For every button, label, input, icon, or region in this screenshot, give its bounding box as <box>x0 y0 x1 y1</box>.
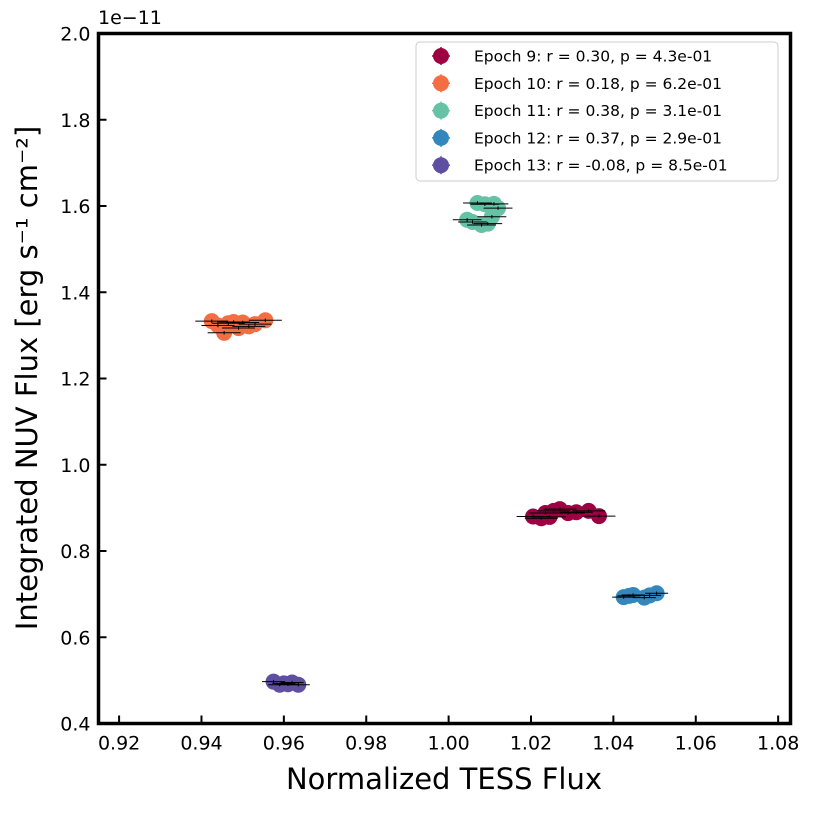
y-offset-label: 1e−11 <box>98 7 162 29</box>
y-tick-label: 0.6 <box>60 627 90 649</box>
x-tick-label: 0.96 <box>263 733 305 755</box>
y-tick-label: 1.2 <box>60 369 90 391</box>
series-epoch-13 <box>262 673 310 693</box>
y-axis-title: Integrated NUV Flux [erg s⁻¹ cm⁻²] <box>10 126 44 630</box>
y-tick-label: 0.4 <box>60 714 90 736</box>
y-tick-label: 1.8 <box>60 110 90 132</box>
tick-layer: 0.92 0.94 0.96 0.98 1.00 1.02 1.04 1.06 1.08 0.4 0… <box>60 24 799 755</box>
x-tick-label: 1.04 <box>592 733 634 755</box>
x-tick-label: 1.08 <box>757 733 799 755</box>
y-tick-label: 2.0 <box>60 24 90 46</box>
legend-entry-label: Epoch 11: r = 0.38, p = 3.1e-01 <box>474 102 722 120</box>
series-epoch-10 <box>195 312 282 341</box>
legend-entry-label: Epoch 13: r = -0.08, p = 8.5e-01 <box>474 157 728 175</box>
legend-entry-label: Epoch 9: r = 0.30, p = 4.3e-01 <box>474 48 712 66</box>
x-axis-title: Normalized TESS Flux <box>286 762 602 796</box>
series-epoch-9 <box>516 501 616 527</box>
x-tick-label: 1.02 <box>510 733 552 755</box>
legend-frame <box>415 41 779 182</box>
y-tick-label: 0.8 <box>60 541 90 563</box>
legend-entry-label: Epoch 10: r = 0.18, p = 6.2e-01 <box>474 75 722 93</box>
x-tick-label: 0.92 <box>98 733 140 755</box>
legend-entry-label: Epoch 12: r = 0.37, p = 2.9e-01 <box>474 129 722 147</box>
y-tick-label: 1.4 <box>60 282 90 304</box>
data-layer <box>195 194 669 693</box>
x-tick-label: 1.00 <box>427 733 469 755</box>
x-tick-label: 0.98 <box>345 733 387 755</box>
y-tick-label: 1.0 <box>60 455 90 477</box>
y-tick-label: 1.6 <box>60 196 90 218</box>
x-tick-label: 0.94 <box>180 733 222 755</box>
legend: Epoch 9: r = 0.30, p = 4.3e-01 Epoch 10: … <box>415 41 779 182</box>
series-epoch-12 <box>612 585 669 606</box>
series-epoch-11 <box>452 194 513 233</box>
x-tick-label: 1.06 <box>675 733 717 755</box>
plot-frame <box>96 31 793 726</box>
